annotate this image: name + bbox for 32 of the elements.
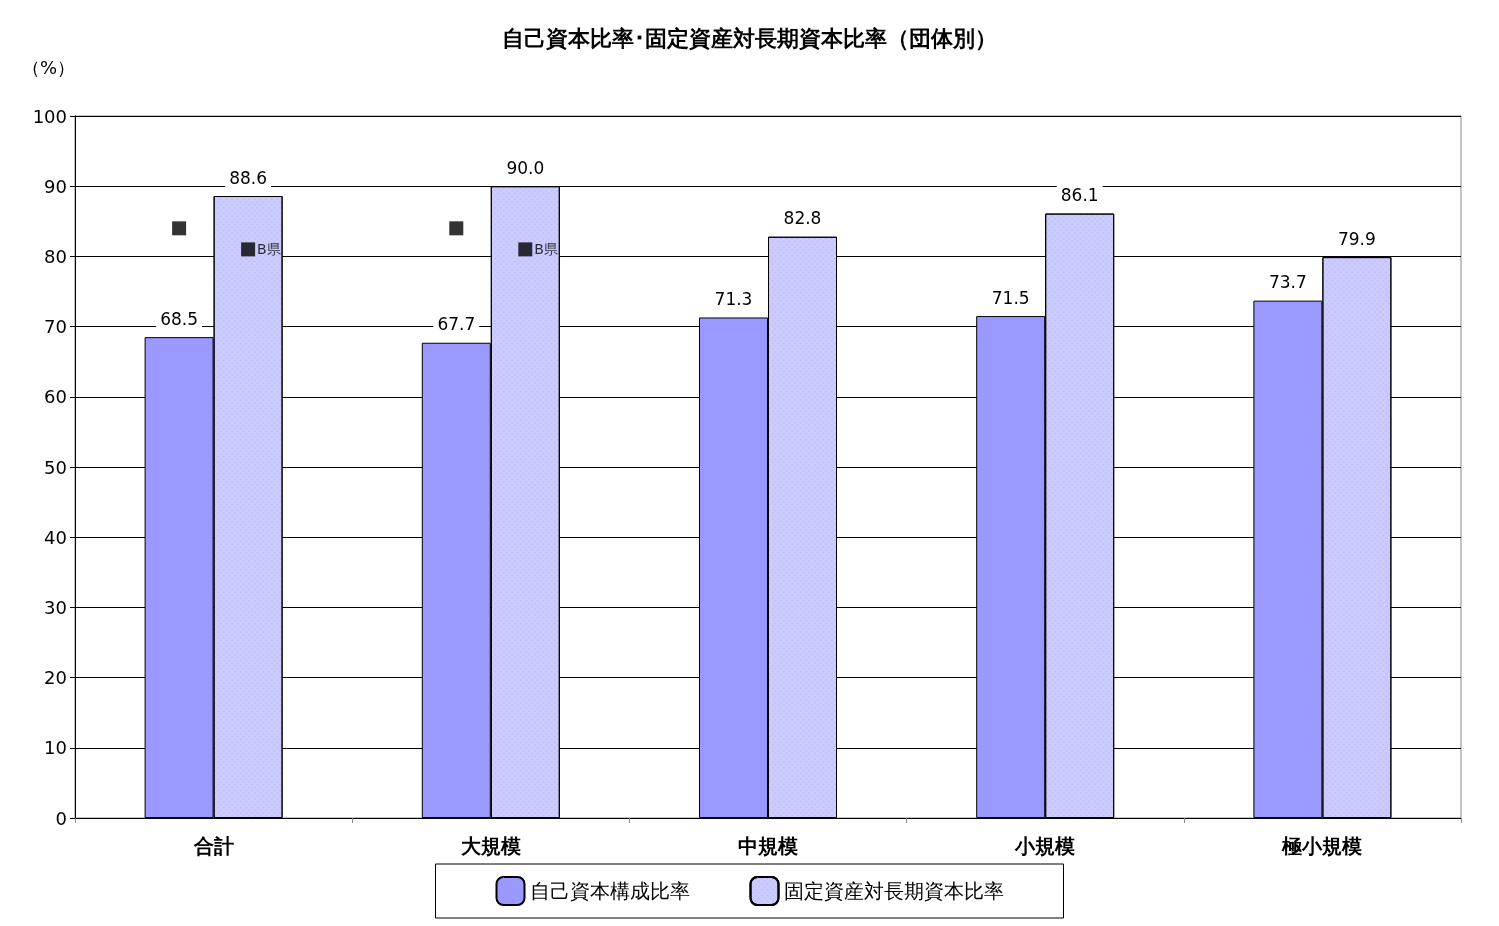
x-tick-label: 合計: [192, 834, 234, 858]
data-label: 68.5: [160, 308, 199, 329]
y-tick-label: 100: [32, 105, 67, 127]
legend-label: 自己資本構成比率: [529, 879, 690, 903]
text: B県: [257, 241, 281, 258]
x-tick-label: 小規模: [1014, 834, 1076, 858]
y-tick-label: 50: [44, 456, 67, 478]
series-label: B県: [534, 241, 558, 258]
data-label: 71.5: [991, 287, 1030, 308]
y-tick-label: 60: [44, 386, 67, 408]
chart-title: 自己資本比率･固定資産対長期資本比率（団体別）: [502, 25, 997, 51]
data-label: 86.1: [1060, 185, 1099, 206]
y-tick-label: 80: [44, 245, 67, 267]
y-tick-label: 40: [44, 526, 67, 548]
x-tick-label: 中規模: [738, 834, 798, 858]
x-tick-label: 極小規模: [1281, 834, 1363, 858]
y-tick-label: 20: [44, 667, 67, 689]
y-tick-label: 70: [44, 316, 67, 338]
data-label: 73.7: [1268, 272, 1307, 293]
y-tick-label: 0: [55, 807, 67, 829]
data-label: 90.0: [506, 157, 545, 178]
data-label: 67.7: [437, 314, 476, 335]
data-label: 88.6: [229, 167, 268, 188]
data-label: 79.9: [1337, 228, 1376, 249]
y-tick-label: 10: [44, 737, 67, 759]
legend-label: 固定資産対長期資本比率: [783, 879, 1004, 903]
data-label: 71.3: [714, 288, 753, 309]
y-tick-label: 30: [44, 596, 67, 618]
data-label: 82.8: [783, 208, 822, 229]
x-tick-label: 大規模: [460, 834, 521, 858]
y-axis-title: （%）: [21, 56, 75, 78]
y-tick-label: 90: [44, 175, 67, 197]
